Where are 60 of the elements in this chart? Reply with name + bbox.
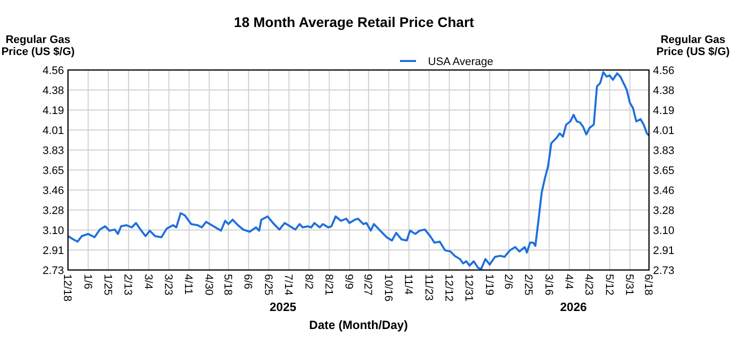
x-tick-label: 4/4	[562, 274, 574, 290]
x-tick-label: 8/2	[302, 274, 314, 290]
y2-tick-label: 3.65	[653, 164, 674, 177]
x-tick-label: 3/16	[542, 274, 554, 296]
y2-tick-label: 3.83	[653, 144, 674, 157]
x-tick-label: 6/6	[242, 274, 254, 290]
y2-tick-label: 2.91	[653, 244, 674, 257]
y2-axis-title: Regular Gas Price (US $/G)	[656, 34, 730, 58]
x-tick-label: 6/25	[262, 274, 274, 296]
y-tick-label: 4.38	[42, 84, 64, 97]
y2-tick-label: 2.73	[653, 264, 674, 277]
y2-tick-label: 4.56	[653, 64, 674, 77]
text: 2026	[560, 300, 588, 314]
line-series	[68, 71, 649, 270]
x-tick-label: 8/21	[322, 274, 334, 296]
x-tick-label: 4/11	[182, 274, 194, 295]
y-tick-label: 3.10	[42, 224, 64, 237]
x-tick-label: 11/4	[402, 274, 414, 295]
y2-tick-label: 4.19	[653, 104, 674, 117]
y-tick-label: 3.83	[42, 144, 64, 157]
y2-tick-label: 4.01	[653, 124, 674, 137]
x-tick-label: 6/18	[642, 274, 654, 296]
x-tick-label: 12/18	[61, 274, 74, 302]
x-tick-label: 7/14	[282, 274, 294, 296]
x-tick-label: 12/12	[442, 274, 454, 302]
x-tick-label: 2/6	[502, 274, 514, 290]
x-tick-label: 4/23	[582, 274, 595, 296]
y2-tick-label: 3.28	[653, 204, 674, 217]
y-axis-title: Regular Gas Price (US $/G)	[1, 34, 76, 58]
y-tick-label: 2.91	[42, 244, 64, 257]
x-tick-label: 4/30	[202, 274, 214, 296]
x-tick-label: 3/4	[142, 274, 154, 290]
y-tick-label: 4.01	[42, 124, 64, 137]
x-tick-label: 2/25	[522, 274, 534, 296]
y-tick-label: 4.56	[42, 64, 64, 77]
x-tick-label: 11/23	[422, 274, 434, 301]
x-tick-label: 9/9	[342, 274, 355, 290]
y-tick-label: 4.19	[42, 104, 64, 117]
x-tick-label: 5/12	[602, 274, 615, 296]
text: 2025	[270, 300, 297, 314]
y-tick-label: 3.46	[42, 184, 64, 197]
y2-tick-label: 3.10	[653, 224, 674, 237]
y-tick-label: 3.65	[42, 164, 64, 177]
x-tick-label: 1/19	[482, 274, 495, 296]
x-tick-label: 1/25	[102, 274, 114, 296]
chart-title: 18 Month Average Retail Price Chart	[234, 14, 474, 30]
x-tick-label: 5/18	[222, 274, 234, 296]
x-tick-label: 12/31	[462, 274, 475, 302]
legend-label: USA Average	[428, 56, 494, 68]
x-tick-label: 1/6	[81, 274, 94, 290]
x-tick-label: 5/31	[623, 274, 636, 296]
x-tick-label: 10/16	[382, 274, 394, 302]
x-tick-label: 9/27	[362, 274, 374, 296]
y-tick-label: 3.28	[42, 204, 64, 217]
x-axis-title: Date (Month/Day)	[309, 318, 408, 332]
x-tick-label: 2/13	[122, 274, 134, 296]
x-tick-label: 3/23	[162, 274, 174, 296]
y2-tick-label: 3.46	[653, 184, 674, 197]
y-tick-label: 2.73	[42, 264, 64, 277]
y2-tick-label: 4.38	[653, 84, 674, 97]
